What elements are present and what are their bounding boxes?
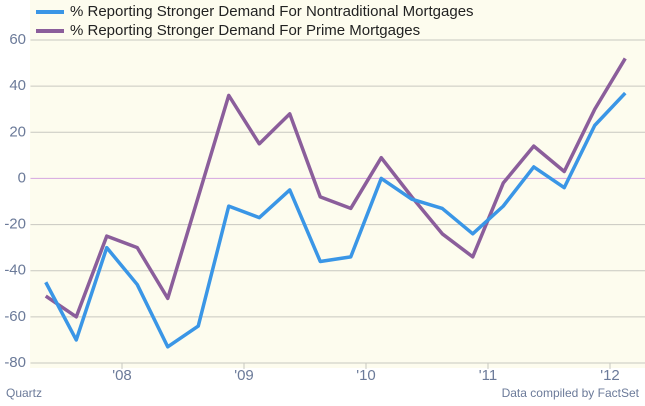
y-tick-label: -40 xyxy=(4,262,26,279)
credit: Data compiled by FactSet xyxy=(502,386,640,400)
x-tick-label: '12 xyxy=(600,367,620,384)
x-tick-label: '10 xyxy=(356,367,376,384)
series-line xyxy=(44,57,627,319)
x-tick-label: '09 xyxy=(234,367,254,384)
y-tick-label: -60 xyxy=(4,308,26,325)
y-tick-label: -80 xyxy=(4,354,26,371)
y-tick-label: 40 xyxy=(9,77,26,94)
legend-label: % Reporting Stronger Demand For Nontradi… xyxy=(70,3,474,20)
y-tick-label: 20 xyxy=(9,123,26,140)
legend-label: % Reporting Stronger Demand For Prime Mo… xyxy=(70,22,420,39)
x-tick-label: '08 xyxy=(112,367,132,384)
plot-background xyxy=(30,0,645,368)
source: Quartz xyxy=(6,386,42,400)
y-tick-label: 60 xyxy=(9,31,26,48)
x-tick-label: '11 xyxy=(479,367,497,384)
y-tick-label: -20 xyxy=(4,216,26,233)
series-line xyxy=(44,91,627,349)
y-tick-label: 0 xyxy=(18,169,26,186)
